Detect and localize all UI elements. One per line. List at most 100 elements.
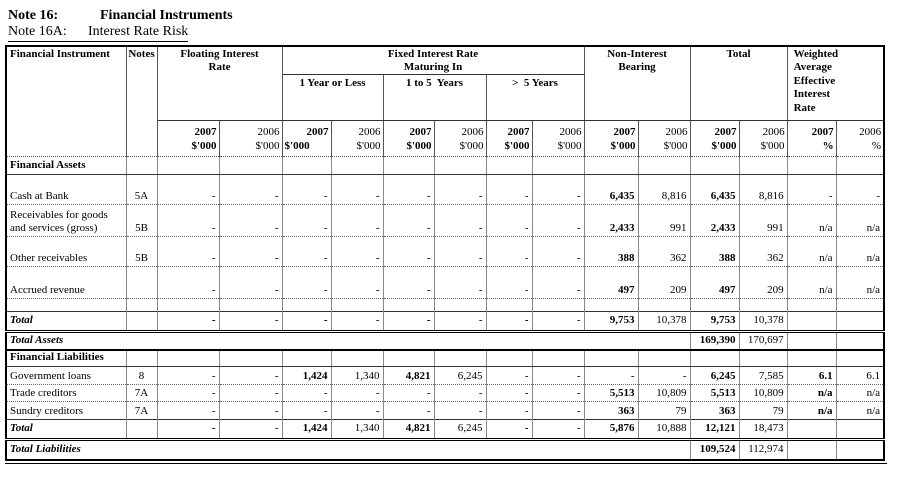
cell-1y-2007: - bbox=[281, 384, 332, 402]
cell-nib-2007: - bbox=[583, 366, 639, 385]
cell-1to5-2006 bbox=[433, 349, 487, 367]
row-label: Cash at Bank bbox=[5, 174, 127, 205]
year-header-1y-2007: 2007 $'000 bbox=[281, 120, 332, 157]
cell-total-2007: 497 bbox=[689, 266, 740, 299]
row-label: Financial Assets bbox=[5, 156, 127, 175]
cell-gt5-2006: - bbox=[531, 204, 585, 237]
cell-floating-2006: - bbox=[218, 419, 283, 441]
cell-weir-2007 bbox=[786, 311, 837, 333]
col-subheader-1-to-5-years: 1 to 5 Years bbox=[382, 74, 487, 121]
year-header-1y-2006: 2006 $'000 bbox=[330, 120, 384, 157]
cell-1y-2007: - bbox=[281, 174, 332, 205]
cell-1y-2006: - bbox=[330, 401, 384, 420]
cell-total-2006: 7,585 bbox=[738, 366, 788, 385]
cell-1to5-2006: - bbox=[433, 401, 487, 420]
cell-gt5-2007: - bbox=[485, 311, 533, 333]
cell-nib-2006: 209 bbox=[637, 266, 691, 299]
cell-weir-2007: n/a bbox=[786, 236, 837, 267]
cell-weir-2007: n/a bbox=[786, 384, 837, 402]
cell-floating-2006: - bbox=[218, 204, 283, 237]
col-header-financial-instrument: Financial Instrument bbox=[5, 45, 127, 157]
cell-nib-2006 bbox=[637, 349, 691, 367]
cell-total-2007: 6,435 bbox=[689, 174, 740, 205]
cell-total-2007: 388 bbox=[689, 236, 740, 267]
table-row-spacer bbox=[5, 298, 885, 312]
note-number: Note 16: bbox=[8, 8, 59, 23]
cell-1to5-2006: - bbox=[433, 384, 487, 402]
table-row-cash-at-bank: Cash at Bank 5A - - - - - - - -6,435 8,816 6,435 8,8… bbox=[5, 174, 885, 205]
cell-floating-2006: - bbox=[218, 366, 283, 385]
cell-1y-2007: - bbox=[281, 204, 332, 237]
cell-weir-2006 bbox=[835, 331, 885, 351]
cell-gt5-2007: - bbox=[485, 204, 533, 237]
cell-1to5-2006: - bbox=[433, 174, 487, 205]
col-group-total: Total bbox=[689, 45, 788, 121]
cell-gt5-2006: - bbox=[531, 311, 585, 333]
financial-instruments-table: Financial Instrument Notes Floating Inte… bbox=[5, 45, 886, 461]
note-title: Note 16: Financial Instruments bbox=[8, 7, 900, 24]
cell-floating-2006 bbox=[218, 298, 283, 312]
table-row-total-assets: Total Assets 169,390 170,697 bbox=[5, 331, 885, 351]
cell-1to5-2006: 6,245 bbox=[433, 366, 487, 385]
cell-1y-2006: - bbox=[330, 266, 384, 299]
header-row-groups: Financial Instrument Notes Floating Inte… bbox=[5, 45, 885, 157]
cell-weir-2006: n/a bbox=[835, 266, 885, 299]
cell-nib-2006: 10,378 bbox=[637, 311, 691, 333]
subnote-name: Interest Rate Risk bbox=[88, 24, 189, 39]
cell-gt5-2006: - bbox=[531, 366, 585, 385]
table-row-total: Total - -1,424 1,340 4,821 6,245- -5,876 10,888… bbox=[5, 419, 885, 441]
cell-gt5-2007 bbox=[485, 298, 533, 312]
row-label: Total bbox=[5, 311, 127, 333]
col-subheader-over-5-years: > 5 Years bbox=[485, 74, 585, 121]
cell-weir-2007: 6.1 bbox=[786, 366, 837, 385]
cell-1to5-2006: 6,245 bbox=[433, 419, 487, 441]
row-label: Sundry creditors bbox=[5, 401, 127, 420]
row-note bbox=[125, 266, 158, 299]
cell-1to5-2006: - bbox=[433, 204, 487, 237]
col-group-non-interest-bearing: Non-Interest Bearing bbox=[583, 45, 691, 121]
cell-1y-2006: - bbox=[330, 174, 384, 205]
cell-1y-2006 bbox=[330, 298, 384, 312]
cell-1to5-2007: - bbox=[382, 401, 435, 420]
cell-gt5-2007: - bbox=[485, 384, 533, 402]
cell-floating-2007: - bbox=[156, 174, 220, 205]
cell-weir-2006 bbox=[835, 298, 885, 312]
cell-weir-2007 bbox=[786, 156, 837, 175]
col-subheader-1-year-or-less: 1 Year or Less bbox=[281, 74, 384, 121]
cell-1y-2007: - bbox=[281, 236, 332, 267]
cell-floating-2007: - bbox=[156, 204, 220, 237]
cell-1y-2007: - bbox=[281, 266, 332, 299]
cell-1to5-2006: - bbox=[433, 266, 487, 299]
cell-1y-2006 bbox=[330, 156, 384, 175]
cell-nib-2006 bbox=[637, 298, 691, 312]
row-note bbox=[125, 419, 158, 441]
table-row-financial-assets: Financial Assets bbox=[5, 156, 885, 175]
cell-total-2007: 2,433 bbox=[689, 204, 740, 237]
cell-total-t06: 112,974 bbox=[738, 439, 788, 461]
cell-gt5-2006: - bbox=[531, 401, 585, 420]
row-label: Total bbox=[5, 419, 127, 441]
cell-floating-2007: - bbox=[156, 401, 220, 420]
cell-nib-2006: 8,816 bbox=[637, 174, 691, 205]
year-header-nib-2006: 2006 $'000 bbox=[637, 120, 691, 157]
cell-1y-2006: - bbox=[330, 236, 384, 267]
cell-weir-2006: 6.1 bbox=[835, 366, 885, 385]
cell-1to5-2007: 4,821 bbox=[382, 419, 435, 441]
cell-nib-2007 bbox=[583, 298, 639, 312]
row-note: 5B bbox=[125, 236, 158, 267]
year-header-weir-2006: 2006% bbox=[835, 120, 885, 157]
cell-floating-2007: - bbox=[156, 266, 220, 299]
cell-gt5-2006: - bbox=[531, 236, 585, 267]
row-label: Receivables for goods and services (gros… bbox=[5, 204, 127, 237]
cell-floating-2007 bbox=[156, 349, 220, 367]
col-header-notes: Notes bbox=[125, 45, 158, 157]
cell-weir-2006: n/a bbox=[835, 236, 885, 267]
cell-floating-2007: - bbox=[156, 311, 220, 333]
cell-floating-2006 bbox=[218, 156, 283, 175]
row-note bbox=[125, 349, 158, 367]
cell-total-2006 bbox=[738, 349, 788, 367]
cell-total-2007 bbox=[689, 298, 740, 312]
row-label: Government loans bbox=[5, 366, 127, 385]
cell-weir-2007 bbox=[786, 298, 837, 312]
